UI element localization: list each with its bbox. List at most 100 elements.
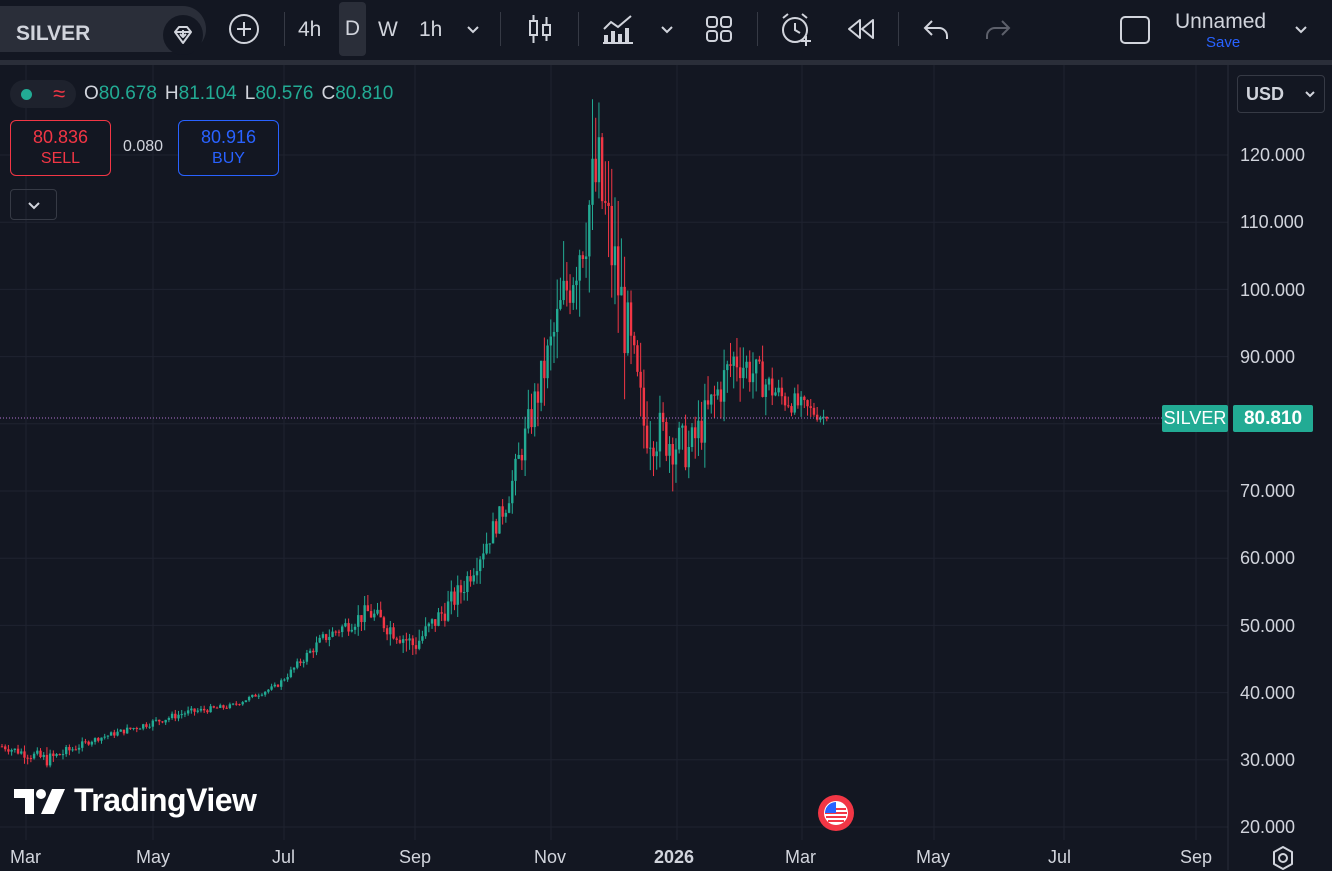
candle-body [321, 634, 325, 638]
candle-body [52, 753, 55, 757]
candle-body [539, 360, 543, 403]
candle-body [26, 757, 29, 759]
candle-body [568, 290, 572, 303]
layouts-icon[interactable] [703, 13, 735, 45]
candle-body [440, 612, 443, 614]
candle-body [318, 637, 321, 643]
spread-value: 0.080 [123, 138, 164, 155]
layout-square-icon[interactable] [1118, 13, 1152, 47]
candle-body [713, 394, 716, 396]
tradingview-logo[interactable]: TradingView [14, 782, 257, 819]
candle-body [742, 367, 745, 379]
candle-body [32, 753, 36, 759]
candle-body [745, 361, 748, 368]
chevron-down-icon[interactable] [462, 18, 484, 40]
timeframe-1h[interactable]: 1h [419, 18, 443, 41]
undo-icon[interactable] [920, 14, 952, 44]
market-open-dot-icon [20, 88, 32, 100]
timeframe-d[interactable]: D [339, 2, 366, 56]
candle-body [58, 754, 61, 756]
price-axis-label: 120.000 [1240, 145, 1306, 165]
low-label: L [244, 83, 256, 104]
candle-body [379, 609, 382, 618]
price-axis-label: 110.000 [1240, 212, 1304, 232]
candle-body [549, 336, 552, 346]
candles-icon[interactable] [524, 12, 556, 46]
price-axis-label: 30.000 [1240, 750, 1296, 770]
tradingview-logo-icon [14, 788, 65, 814]
candle-body [764, 384, 768, 397]
candle-body [703, 400, 707, 443]
candle-body [556, 308, 559, 332]
candle-body [392, 627, 395, 639]
candle-body [491, 521, 495, 544]
candle-body [761, 361, 764, 397]
candle-body [418, 640, 421, 649]
candle-body [722, 370, 726, 402]
timeframe-4h[interactable]: 4h [298, 18, 322, 41]
sell-label: SELL [40, 150, 81, 167]
candle-body [142, 724, 145, 729]
candle-body [206, 710, 209, 713]
candle-body [209, 706, 212, 713]
symbol-search[interactable]: SILVER [0, 6, 206, 55]
layout-name[interactable]: Unnamed [1175, 10, 1267, 33]
candle-body [16, 748, 20, 754]
candle-body [732, 356, 735, 366]
candle-body [113, 732, 116, 736]
candle-body [478, 559, 482, 572]
candle-body [280, 680, 283, 687]
candle-body [299, 661, 302, 664]
indicators-icon[interactable] [600, 12, 636, 46]
high-value: 81.104 [178, 83, 237, 104]
chevron-down-icon[interactable] [656, 18, 678, 40]
candle-body [780, 387, 784, 397]
candle-body [459, 585, 463, 593]
price-chart[interactable] [0, 65, 1332, 870]
settings-gear-icon[interactable] [1268, 845, 1298, 871]
candle-body [77, 747, 81, 750]
candle-body [254, 694, 257, 697]
candle-body [360, 615, 363, 623]
collapse-legend-button[interactable] [10, 189, 57, 220]
candle-body [395, 638, 398, 640]
candle-body [276, 684, 280, 687]
candle-body [183, 713, 187, 715]
alert-icon[interactable] [778, 11, 814, 47]
candle-body [151, 720, 155, 727]
redo-icon[interactable] [982, 14, 1014, 44]
series-status-pill[interactable]: ≈ [10, 80, 76, 108]
buy-button[interactable]: 80.916 BUY [178, 120, 279, 176]
candle-body [726, 364, 729, 371]
us-flag-event-icon[interactable] [818, 795, 854, 831]
candle-body [536, 391, 540, 403]
candle-body [373, 613, 376, 618]
candle-body [430, 619, 434, 624]
timeframe-w[interactable]: W [378, 18, 398, 41]
candle-body [652, 447, 655, 457]
replay-icon[interactable] [843, 14, 877, 44]
candle-body [584, 256, 588, 260]
ohlc-legend: ≈ O 80.678 H 81.104 L 80.576 C 80.810 [10, 80, 393, 108]
candle-body [363, 605, 366, 623]
add-symbol-icon[interactable] [226, 11, 262, 47]
candle-body [620, 286, 623, 296]
compare-symbol-icon[interactable] [163, 15, 203, 55]
sell-button[interactable]: 80.836 SELL [10, 120, 111, 176]
chevron-down-icon[interactable] [1290, 18, 1312, 40]
candle-body [684, 425, 687, 468]
candle-body [270, 686, 273, 690]
candle-body [219, 705, 222, 708]
candle-body [154, 719, 158, 721]
save-button[interactable]: Save [1206, 34, 1241, 51]
candle-body [292, 667, 296, 670]
candle-body [616, 246, 620, 296]
candle-body [350, 629, 354, 632]
candle-body [671, 444, 674, 465]
last-price-tag: 80.810 [1233, 405, 1313, 432]
currency-select[interactable]: USD [1237, 75, 1325, 113]
candle-body [164, 719, 167, 723]
symbol-name[interactable]: SILVER [16, 22, 91, 45]
candle-body [106, 735, 110, 737]
candle-body [340, 626, 344, 633]
